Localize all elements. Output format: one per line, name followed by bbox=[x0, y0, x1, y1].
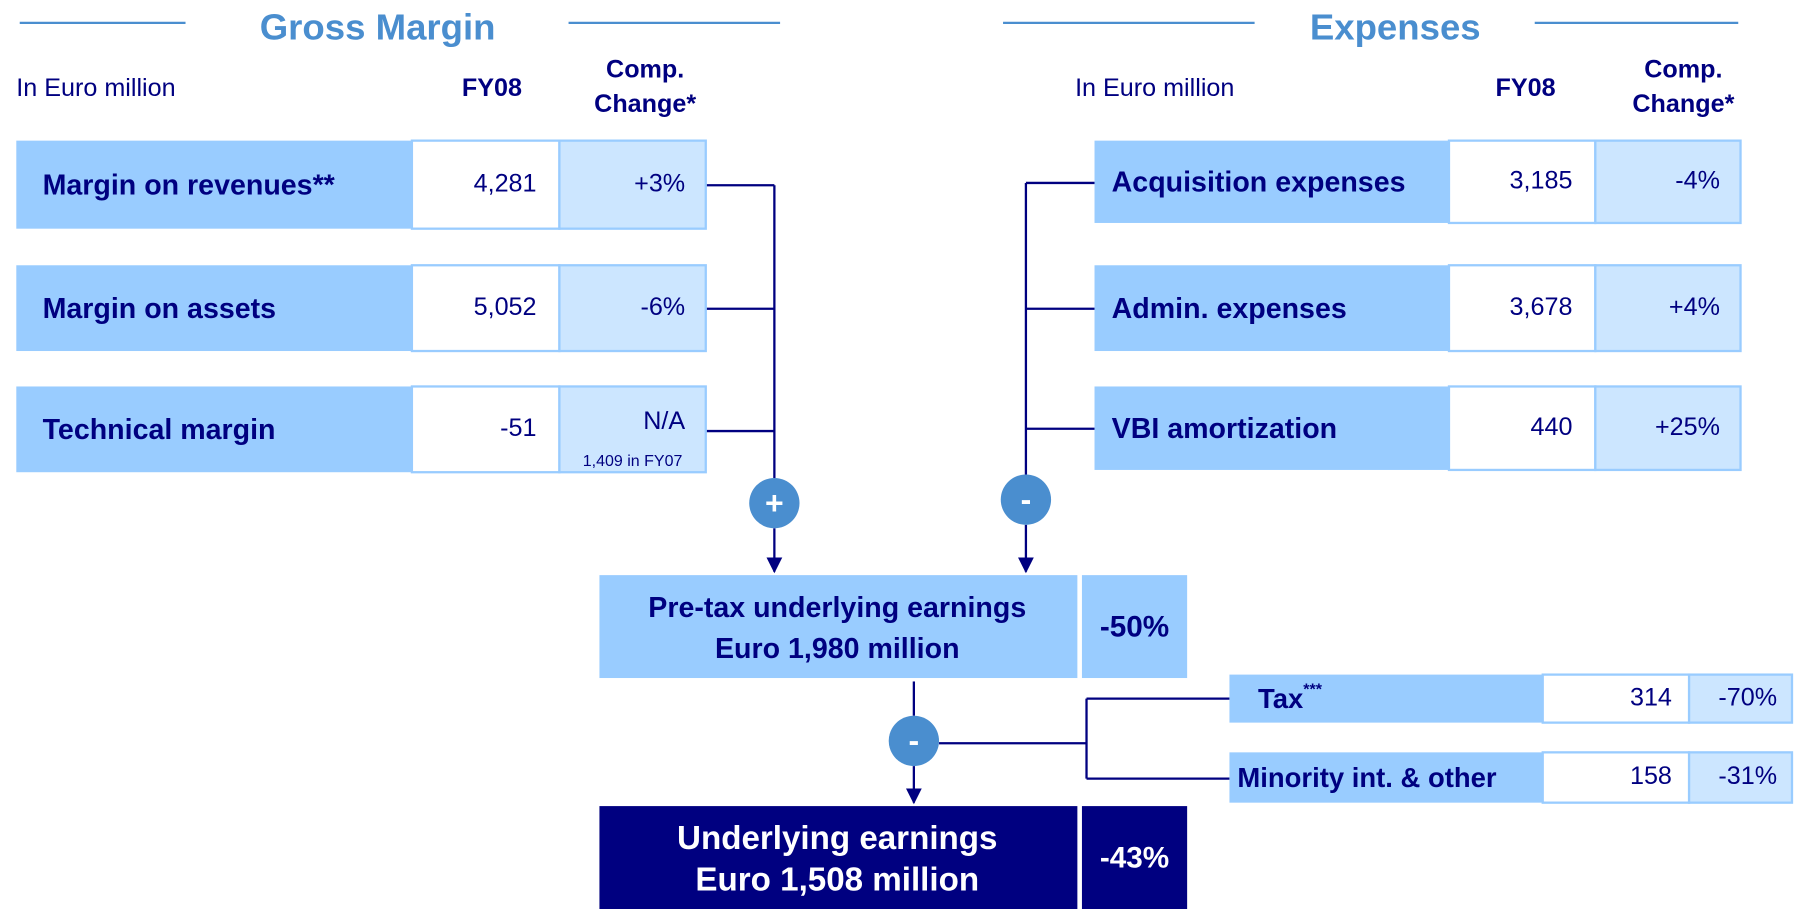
value-box bbox=[1447, 264, 1597, 353]
operator-circle bbox=[888, 715, 940, 767]
summary-change-box bbox=[1081, 806, 1188, 909]
value-box bbox=[1541, 673, 1691, 724]
row-label: Margin on revenues** bbox=[43, 169, 336, 201]
row-value: 3,185 bbox=[1510, 166, 1573, 194]
column-header: Comp. bbox=[606, 56, 684, 84]
change-box bbox=[558, 385, 707, 474]
row-change: +25% bbox=[1655, 413, 1720, 441]
row-change: -6% bbox=[640, 293, 685, 321]
column-header: Comp. bbox=[1644, 56, 1722, 84]
label-box bbox=[16, 140, 412, 229]
row-label: Admin. expenses bbox=[1112, 293, 1347, 325]
row-value: -51 bbox=[500, 414, 536, 442]
row-label: Acquisition expenses bbox=[1112, 167, 1406, 199]
connectors bbox=[705, 181, 1230, 805]
summary-line: Euro 1,508 million bbox=[695, 861, 979, 898]
row-value: 5,052 bbox=[474, 293, 537, 321]
row-value: 314 bbox=[1630, 683, 1672, 711]
change-box bbox=[1594, 385, 1742, 472]
row-note: 1,409 in FY07 bbox=[583, 453, 683, 470]
summary-change: -50% bbox=[1100, 611, 1169, 644]
section-title: Expenses bbox=[1310, 6, 1481, 47]
row-change: -70% bbox=[1718, 683, 1777, 711]
summary-change-box bbox=[1081, 575, 1188, 679]
label-box bbox=[1094, 140, 1449, 223]
unit-label: In Euro million bbox=[16, 74, 175, 102]
label-box bbox=[1229, 752, 1543, 803]
label-box bbox=[16, 265, 412, 352]
change-box bbox=[558, 264, 707, 353]
row-change: -31% bbox=[1718, 762, 1777, 790]
label-box bbox=[1094, 386, 1449, 470]
column-header: Change* bbox=[1632, 90, 1734, 118]
value-box bbox=[1447, 385, 1597, 472]
change-box bbox=[1594, 139, 1742, 225]
row-label: Minority int. & other bbox=[1237, 762, 1496, 793]
summary-box bbox=[599, 806, 1078, 909]
change-box bbox=[558, 139, 707, 230]
row-value: 4,281 bbox=[474, 169, 537, 197]
label-box bbox=[1229, 674, 1543, 723]
row-label-sup: *** bbox=[1303, 682, 1322, 699]
summary-line: Underlying earnings bbox=[677, 820, 997, 857]
summary-box bbox=[599, 575, 1078, 679]
row-change: +3% bbox=[634, 169, 685, 197]
operator-circle bbox=[749, 477, 800, 529]
change-box bbox=[1687, 673, 1794, 724]
row-label-text: Tax bbox=[1258, 683, 1304, 714]
value-box bbox=[410, 385, 561, 474]
change-box bbox=[1594, 264, 1742, 353]
label-box bbox=[16, 386, 412, 473]
unit-label: In Euro million bbox=[1075, 74, 1234, 102]
row-value: 3,678 bbox=[1510, 293, 1573, 321]
summary-change: -43% bbox=[1100, 842, 1169, 875]
column-header: Change* bbox=[594, 90, 696, 118]
change-box bbox=[1687, 751, 1794, 804]
row-label: Technical margin bbox=[43, 414, 276, 446]
row-label-text: Minority int. & other bbox=[1237, 762, 1496, 793]
row-value: 440 bbox=[1531, 413, 1573, 441]
row-label: VBI amortization bbox=[1112, 413, 1337, 445]
label-box bbox=[1094, 265, 1449, 352]
row-change: N/A bbox=[643, 407, 685, 435]
row-value: 158 bbox=[1630, 762, 1672, 790]
operator-circle bbox=[1000, 474, 1052, 525]
column-header: FY08 bbox=[1496, 74, 1556, 102]
operator: + bbox=[765, 485, 784, 521]
value-box bbox=[1447, 139, 1597, 225]
row-label: Tax*** bbox=[1258, 682, 1323, 714]
column-header: FY08 bbox=[462, 74, 522, 102]
operator: - bbox=[1021, 481, 1032, 517]
summary-line: Pre-tax underlying earnings bbox=[648, 592, 1026, 624]
row-label: Margin on assets bbox=[43, 293, 276, 325]
row-change: +4% bbox=[1669, 293, 1720, 321]
section-title: Gross Margin bbox=[260, 6, 496, 47]
operator: - bbox=[909, 723, 920, 759]
summary-line: Euro 1,980 million bbox=[715, 633, 960, 665]
value-box bbox=[410, 264, 561, 353]
value-box bbox=[410, 139, 561, 230]
row-change: -4% bbox=[1675, 166, 1720, 194]
